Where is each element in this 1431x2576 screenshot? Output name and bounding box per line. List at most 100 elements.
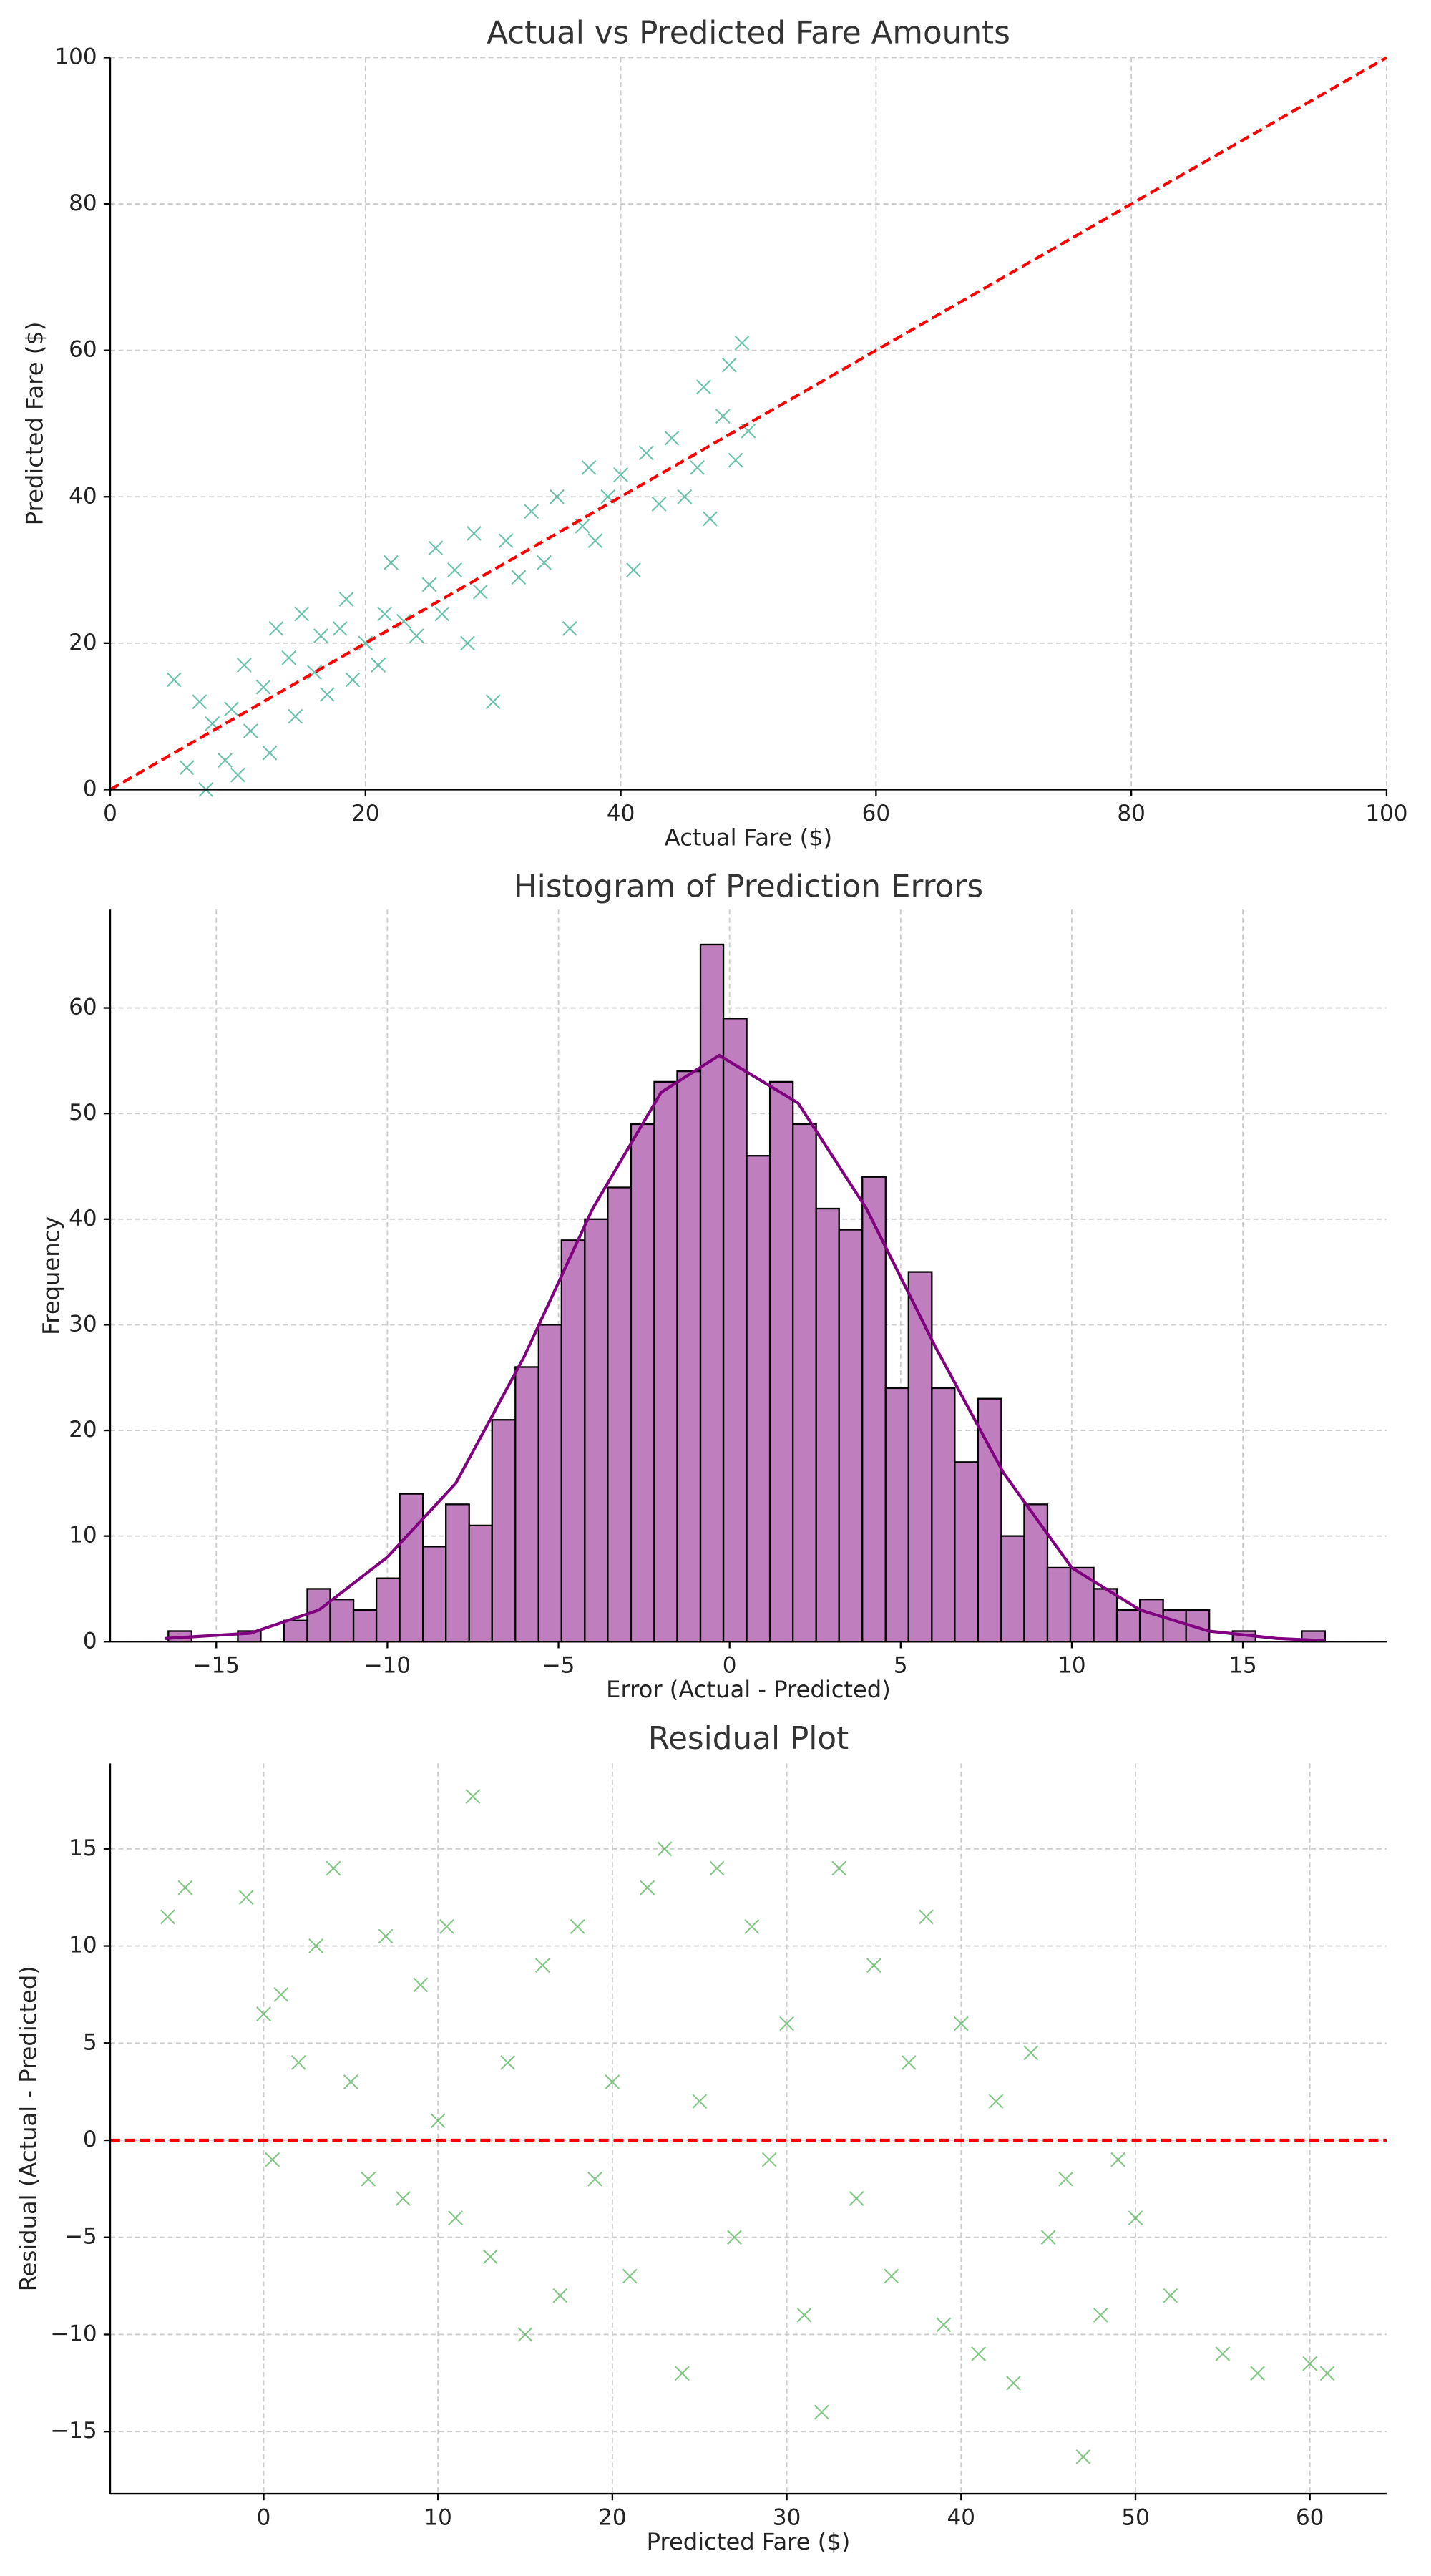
y-tick-label: 0 bbox=[83, 2127, 97, 2152]
bar bbox=[607, 1186, 633, 1643]
point bbox=[428, 540, 444, 556]
point bbox=[537, 555, 552, 570]
point bbox=[273, 1987, 289, 2002]
x-tick-label: 15 bbox=[1229, 1653, 1256, 1679]
bar bbox=[861, 1176, 887, 1643]
point bbox=[640, 1880, 655, 1896]
point bbox=[500, 2055, 516, 2070]
point bbox=[727, 2230, 742, 2245]
bar bbox=[722, 1018, 748, 1643]
point bbox=[290, 2055, 306, 2070]
x-axis-label: Predicted Fare ($) bbox=[647, 2528, 851, 2555]
bar bbox=[907, 1271, 933, 1643]
point bbox=[1163, 2288, 1178, 2303]
point bbox=[1215, 2346, 1231, 2361]
y-tick-label: 60 bbox=[69, 995, 97, 1020]
x-tick-label: 0 bbox=[103, 801, 117, 826]
point bbox=[177, 1880, 193, 1896]
x-tick-label: 80 bbox=[1117, 801, 1145, 826]
point bbox=[1319, 2366, 1335, 2381]
x-tick-label: −10 bbox=[364, 1653, 411, 1679]
x-tick-label: 20 bbox=[598, 2505, 626, 2531]
y-tick-label: 30 bbox=[69, 1311, 97, 1337]
point bbox=[587, 2171, 602, 2187]
point bbox=[919, 1909, 934, 1925]
point bbox=[238, 1890, 254, 1906]
point bbox=[721, 357, 737, 373]
bar bbox=[375, 1577, 401, 1643]
point bbox=[1075, 2449, 1091, 2464]
point bbox=[715, 409, 731, 424]
bar bbox=[1046, 1566, 1072, 1643]
point bbox=[345, 672, 361, 688]
y-tick-label: 0 bbox=[83, 1628, 97, 1654]
bar bbox=[537, 1324, 562, 1643]
point bbox=[192, 694, 207, 710]
reference-line bbox=[109, 56, 1387, 791]
bar bbox=[699, 943, 725, 1643]
point bbox=[447, 562, 463, 577]
kde-line bbox=[165, 1053, 1325, 1642]
bar bbox=[422, 1546, 447, 1643]
bar bbox=[676, 1070, 702, 1643]
point bbox=[482, 2249, 498, 2265]
point bbox=[690, 459, 705, 475]
point bbox=[430, 2113, 446, 2129]
point bbox=[243, 723, 258, 738]
point bbox=[421, 577, 437, 592]
y-tick-label: 10 bbox=[69, 1933, 97, 1958]
x-tick-label: 0 bbox=[257, 2505, 271, 2531]
bar bbox=[445, 1503, 470, 1643]
bar bbox=[560, 1239, 586, 1643]
point bbox=[761, 2152, 777, 2167]
point bbox=[622, 2268, 638, 2284]
point bbox=[728, 452, 743, 468]
bar bbox=[514, 1366, 539, 1643]
point bbox=[703, 511, 718, 527]
bar bbox=[954, 1461, 980, 1643]
chart-title: Residual Plot bbox=[648, 1720, 849, 1757]
bar bbox=[306, 1588, 331, 1643]
point bbox=[626, 562, 641, 577]
bar bbox=[283, 1619, 308, 1643]
point bbox=[255, 679, 271, 695]
point bbox=[434, 606, 450, 622]
point bbox=[657, 1841, 673, 1857]
point bbox=[814, 2404, 829, 2420]
bar bbox=[1115, 1609, 1141, 1643]
bar bbox=[792, 1123, 817, 1643]
y-tick-label: 5 bbox=[83, 2029, 97, 2055]
bar bbox=[977, 1397, 1002, 1643]
x-tick-label: 10 bbox=[424, 2505, 451, 2531]
point bbox=[587, 533, 603, 549]
bar bbox=[815, 1207, 840, 1643]
point bbox=[709, 1860, 725, 1876]
bar bbox=[838, 1229, 864, 1643]
point bbox=[265, 2152, 280, 2167]
y-tick-label: 40 bbox=[69, 1206, 97, 1231]
point bbox=[1006, 2375, 1021, 2391]
bar bbox=[653, 1080, 678, 1643]
point bbox=[562, 621, 577, 636]
point bbox=[377, 606, 392, 622]
point bbox=[160, 1909, 175, 1925]
bar bbox=[352, 1609, 378, 1643]
point bbox=[638, 445, 654, 461]
bar bbox=[1000, 1535, 1025, 1643]
x-tick-label: 20 bbox=[351, 801, 379, 826]
point bbox=[472, 584, 488, 600]
point bbox=[613, 467, 628, 482]
point bbox=[901, 2055, 917, 2070]
bar bbox=[931, 1387, 956, 1643]
point bbox=[485, 694, 501, 710]
point bbox=[230, 767, 245, 783]
point bbox=[849, 2191, 864, 2206]
point bbox=[308, 1938, 323, 1953]
y-tick-label: −5 bbox=[64, 2224, 97, 2250]
point bbox=[332, 621, 348, 636]
y-tick-label: 40 bbox=[69, 483, 97, 509]
point bbox=[953, 2016, 969, 2031]
point bbox=[524, 504, 539, 519]
